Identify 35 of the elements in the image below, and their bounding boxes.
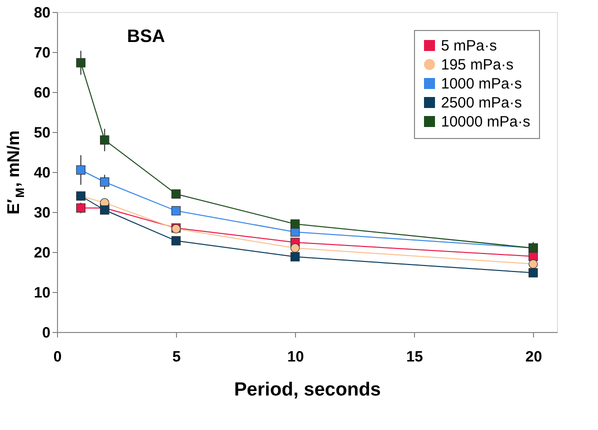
point <box>76 165 86 175</box>
x-tick-label: 0 <box>53 348 62 366</box>
point <box>171 236 181 246</box>
point <box>171 206 181 216</box>
y-tick-label: 20 <box>34 244 50 262</box>
x-tick-label: 5 <box>172 348 181 366</box>
x-tick-label: 10 <box>287 348 304 366</box>
x-tick-label: 20 <box>525 348 542 366</box>
y-tick-label: 0 <box>42 324 50 342</box>
legend-label: 195 mPa·s <box>441 56 514 74</box>
y-tick-label: 30 <box>34 204 50 222</box>
legend-label: 5 mPa·s <box>441 38 497 54</box>
point <box>100 135 110 145</box>
y-tick-label: 10 <box>34 284 50 302</box>
x-tick-label: 15 <box>406 348 423 366</box>
y-tick-label: 70 <box>34 44 50 62</box>
legend-label: 1000 mPa·s <box>441 76 522 92</box>
y-tick-label: 80 <box>34 4 50 22</box>
point <box>528 268 538 278</box>
legend-label: 10000 mPa·s <box>441 114 530 130</box>
y-tick-label: 50 <box>34 124 50 142</box>
point <box>100 177 110 187</box>
point <box>76 203 86 213</box>
x-axis-title: Period, seconds <box>234 380 381 400</box>
y-axis-title: E′M, mN/m <box>4 130 27 214</box>
point <box>290 243 300 253</box>
point <box>76 58 86 68</box>
point <box>290 219 300 229</box>
y-tick-label: 40 <box>34 164 50 182</box>
point <box>528 259 538 269</box>
point <box>171 189 181 199</box>
legend-label: 2500 mPa·s <box>441 94 522 112</box>
point <box>290 252 300 262</box>
annotation: BSA <box>127 26 166 46</box>
y-tick-label: 60 <box>34 84 50 102</box>
